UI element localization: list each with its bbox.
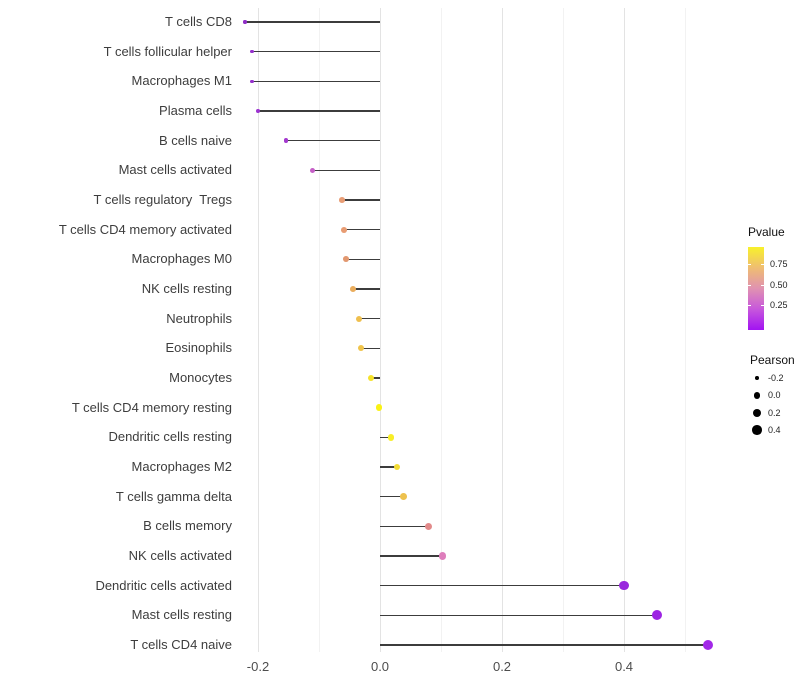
pearson-legend-label: 0.0 [768, 390, 781, 401]
category-label: Dendritic cells resting [108, 429, 232, 445]
lollipop-stem [353, 288, 380, 290]
lollipop-point [310, 167, 316, 173]
category-label: T cells CD4 naive [130, 637, 232, 652]
lollipop-stem [359, 317, 380, 320]
lollipop-stem [380, 495, 404, 498]
category-label: T cells CD8 [165, 14, 232, 29]
gridline-minor [319, 8, 320, 652]
pearson-legend-label: 0.2 [768, 407, 781, 418]
gridline-minor [685, 8, 686, 652]
category-label: T cells follicular helper [103, 43, 232, 59]
lollipop-point [256, 109, 260, 113]
pvalue-bar-tick [761, 263, 764, 265]
lollipop-stem [380, 644, 709, 646]
x-tick-label: 0.0 [370, 659, 390, 674]
pvalue-bar-tick [761, 284, 764, 286]
lollipop-point [367, 374, 374, 382]
pvalue-bar-tick [761, 305, 764, 307]
category-label: Macrophages M0 [131, 251, 232, 267]
category-label: T cells gamma delta [115, 488, 232, 504]
gridline-minor [441, 8, 442, 652]
category-label: Plasma cells [159, 103, 232, 118]
category-label: Eosinophils [165, 340, 233, 356]
gridline-minor [563, 8, 564, 652]
lollipop-point [250, 79, 254, 84]
pvalue-bar-tick [748, 284, 751, 286]
category-label: B cells naive [159, 132, 232, 148]
lollipop-point [342, 256, 349, 263]
category-label: Macrophages M2 [131, 459, 232, 474]
pvalue-tick-label: 0.75 [770, 258, 788, 269]
lollipop-stem [380, 436, 391, 439]
lollipop-stem [286, 139, 380, 142]
category-label: T cells CD4 memory resting [71, 399, 232, 415]
lollipop-point [702, 639, 714, 651]
lollipop-point [358, 345, 365, 352]
x-tick-label: -0.2 [246, 659, 270, 674]
lollipop-point [339, 197, 345, 203]
lollipop-point [350, 286, 357, 292]
x-tick-label: 0.2 [492, 659, 512, 674]
category-label: NK cells resting [141, 281, 232, 296]
gridline-major [624, 8, 625, 652]
lollipop-stem [380, 466, 398, 468]
pearson-legend-dot [752, 425, 762, 435]
pearson-legend-title: Pearson [750, 353, 795, 367]
lollipop-stem [344, 228, 380, 231]
pearson-legend-label: 0.4 [768, 424, 781, 435]
gridline-major [502, 8, 503, 652]
pvalue-gradient-bar [748, 247, 764, 330]
category-label: T cells CD4 memory activated [58, 221, 232, 237]
pvalue-bar-tick [748, 263, 751, 265]
lollipop-point [438, 552, 446, 560]
lollipop-stem [258, 110, 380, 112]
gridline-major [258, 8, 259, 652]
lollipop-point [375, 404, 382, 411]
lollipop-stem [380, 525, 429, 528]
lollipop-point [400, 493, 408, 501]
lollipop-point [250, 49, 254, 54]
category-label: T cells regulatory Tregs [93, 192, 232, 207]
lollipop-point [619, 580, 629, 591]
x-tick-label: 0.4 [614, 659, 634, 674]
pvalue-tick-label: 0.50 [770, 279, 788, 290]
lollipop-point [651, 610, 662, 621]
pearson-legend-label: -0.2 [768, 373, 784, 383]
lollipop-stem [380, 555, 443, 557]
lollipop-point [387, 434, 395, 441]
category-label: Monocytes [169, 370, 232, 385]
category-label: Neutrophils [166, 310, 232, 326]
lollipop-stem [380, 614, 657, 617]
lollipop-stem [380, 584, 624, 587]
lollipop-point [243, 20, 247, 24]
category-label: Mast cells activated [118, 162, 232, 178]
lollipop-point [283, 138, 289, 143]
category-label: Dendritic cells activated [95, 577, 232, 593]
lollipop-stem [251, 80, 380, 83]
lollipop-point [424, 522, 432, 530]
pvalue-bar-tick [748, 305, 751, 307]
lollipop-point [356, 315, 363, 322]
pearson-legend-dot [753, 408, 761, 417]
lollipop-stem [312, 169, 380, 172]
lollipop-stem [251, 50, 380, 53]
lollipop-point [393, 463, 401, 471]
pearson-legend-dot [755, 376, 759, 380]
lollipop-stem [345, 258, 380, 261]
pearson-legend-dot [753, 392, 761, 399]
gridline-major [380, 8, 381, 652]
category-label: B cells memory [143, 518, 232, 534]
lollipop-stem [361, 347, 380, 350]
category-label: Macrophages M1 [131, 73, 232, 89]
pvalue-tick-label: 0.25 [770, 300, 788, 311]
lollipop-point [341, 226, 347, 233]
category-label: NK cells activated [128, 548, 232, 563]
category-label: Mast cells resting [131, 607, 232, 623]
lollipop-stem [370, 377, 380, 379]
pvalue-legend-title: Pvalue [748, 225, 785, 239]
lollipop-stem [342, 199, 380, 201]
lollipop-stem [245, 21, 380, 23]
